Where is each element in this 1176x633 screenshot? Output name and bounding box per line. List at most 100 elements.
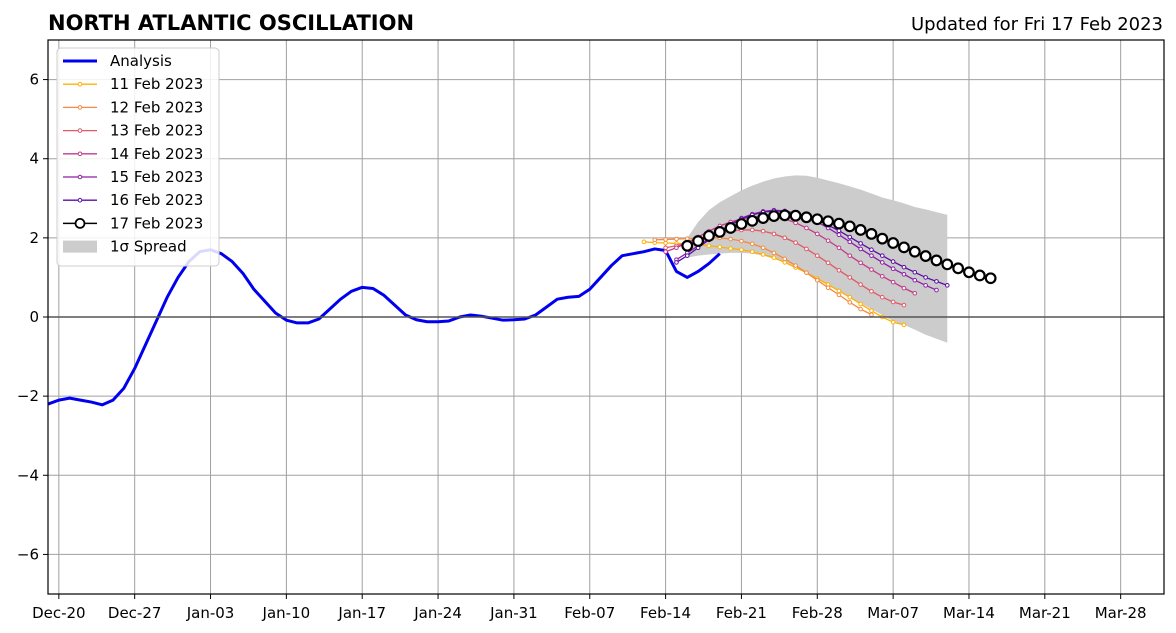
forecast-point: [912, 269, 918, 275]
forecast-point: [674, 236, 679, 242]
y-tick-label: −2: [17, 387, 39, 405]
forecast-point: [879, 294, 885, 300]
forecast-point: [890, 319, 896, 325]
forecast-point: [879, 273, 885, 279]
analysis-line: [47, 247, 721, 407]
forecast-point: [869, 308, 874, 313]
forecast-point: [811, 213, 824, 226]
forecast-point: [760, 252, 766, 257]
forecast-point: [934, 287, 939, 293]
forecast-point: [836, 232, 842, 237]
y-tick-label: −4: [17, 466, 39, 484]
forecast-point: [879, 260, 885, 265]
forecast-point: [771, 231, 777, 237]
forecast-point: [963, 266, 975, 279]
forecast-point: [836, 268, 842, 273]
y-tick-label: 2: [29, 229, 39, 247]
forecast-point: [858, 241, 863, 246]
legend-label: 12 Feb 2023: [110, 98, 203, 116]
forecast-point: [674, 260, 679, 265]
forecast-point: [836, 288, 842, 294]
forecast-point: [901, 302, 907, 308]
forecast-point: [984, 272, 997, 285]
forecast-point: [901, 271, 907, 277]
forecast-point: [923, 275, 928, 280]
forecast-point: [804, 225, 809, 231]
legend-label: 17 Feb 2023: [110, 214, 203, 232]
forecast-point: [814, 277, 820, 283]
forecast-point: [847, 234, 853, 240]
legend-entry-16-feb-2023: 16 Feb 2023: [63, 191, 203, 209]
y-tick-label: 4: [29, 150, 39, 168]
forecast-point: [800, 211, 813, 224]
legend-marker: [77, 151, 83, 157]
forecast-point: [847, 239, 853, 245]
forecast-point: [760, 228, 766, 234]
forecast-point: [858, 246, 863, 252]
forecast-point: [822, 215, 835, 228]
forecast-point: [663, 249, 668, 255]
chart-title: NORTH ATLANTIC OSCILLATION: [48, 11, 414, 35]
forecast-point: [825, 238, 831, 243]
legend-marker: [77, 174, 83, 180]
legend-entry-11-feb-2023: 11 Feb 2023: [63, 75, 203, 93]
forecast-point: [923, 283, 928, 288]
axes-layer: Dec-20 Dec-27 Jan-03 Jan-10 Jan-17 Jan-24 Jan-…: [17, 39, 1165, 622]
forecast-point: [789, 209, 802, 222]
forecast-point: [865, 227, 878, 240]
forecast-point: [898, 241, 910, 254]
forecast-point: [825, 260, 831, 266]
forecast-point: [724, 222, 737, 234]
y-tick-label: 6: [29, 71, 39, 89]
forecast-point: [771, 250, 777, 256]
x-tick-label: Jan-24: [413, 604, 462, 622]
forecast-point: [876, 232, 889, 245]
x-tick-label: Jan-10: [262, 604, 311, 622]
forecast-point: [814, 253, 820, 258]
legend-entry-12-feb-2023: 12 Feb 2023: [63, 98, 203, 116]
legend-entry-14-feb-2023: 14 Feb 2023: [63, 145, 203, 163]
forecast-point: [858, 306, 863, 312]
legend-marker: [77, 105, 83, 110]
forecast-point: [768, 210, 780, 222]
legend-label: Analysis: [110, 52, 172, 70]
forecast-point: [778, 209, 791, 222]
forecast-point: [843, 220, 856, 233]
x-tick-label: Jan-03: [186, 604, 235, 622]
forecast-point: [869, 312, 874, 317]
forecast-point: [703, 229, 715, 242]
forecast-point: [879, 253, 885, 258]
legend-swatch: [63, 240, 97, 253]
forecast-point: [760, 245, 766, 251]
forecast-point: [713, 226, 726, 238]
legend-marker: [77, 81, 83, 87]
forecast-point: [869, 267, 874, 272]
y-tick-label: −6: [17, 545, 39, 563]
forecast-point: [887, 237, 900, 249]
forecast-point: [890, 266, 896, 272]
legend-label: 16 Feb 2023: [110, 191, 203, 209]
forecast-point: [771, 255, 777, 260]
forecast-point: [901, 322, 907, 328]
forecast-point: [793, 263, 798, 268]
x-tick-label: Jan-31: [489, 604, 538, 622]
y-tick-label: 0: [29, 308, 39, 326]
analysis-layer: [47, 247, 721, 407]
legend-entry-17-feb-2023: 17 Feb 2023: [63, 214, 203, 232]
forecast-point: [836, 245, 842, 251]
forecast-point: [858, 301, 863, 307]
forecast-point: [934, 279, 939, 284]
forecast-point: [847, 294, 853, 300]
forecast-point: [869, 247, 874, 253]
forecast-point: [746, 214, 759, 227]
forecast-point: [858, 282, 863, 287]
x-tick-label: Feb-28: [792, 604, 843, 622]
forecast-point: [952, 262, 965, 275]
forecast-point: [663, 240, 668, 246]
forecast-point: [641, 239, 647, 245]
forecast-series-17-feb-2023: [681, 209, 997, 285]
forecast-point: [858, 260, 863, 266]
forecast-point: [652, 237, 658, 243]
forecast-layer: [641, 207, 997, 328]
